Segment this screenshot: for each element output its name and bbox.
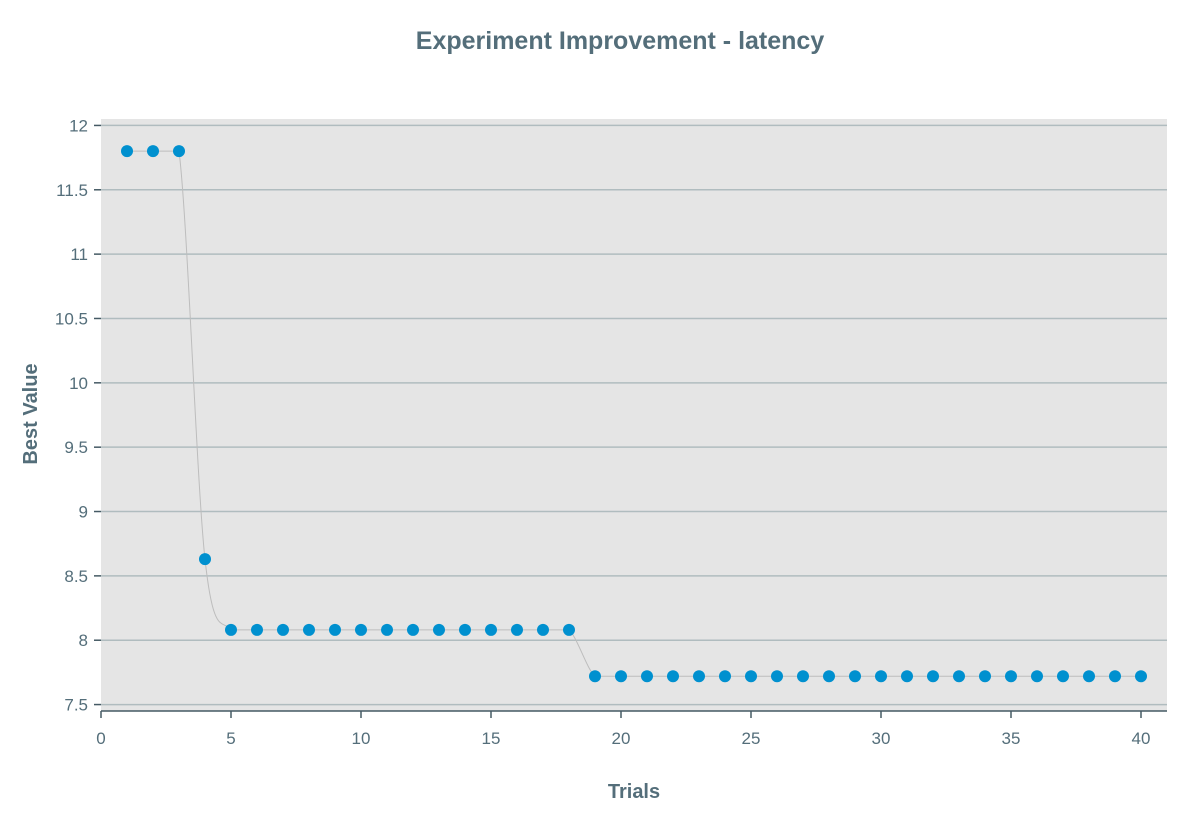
data-point[interactable] (667, 670, 679, 683)
data-point[interactable] (927, 670, 939, 683)
y-tick-label: 9.5 (64, 438, 88, 457)
y-tick-label: 7.5 (64, 696, 88, 715)
y-tick-label: 9 (79, 503, 88, 522)
data-point[interactable] (771, 670, 783, 683)
x-tick-label: 25 (742, 729, 761, 748)
data-point[interactable] (719, 670, 731, 683)
data-point[interactable] (511, 623, 523, 636)
data-point[interactable] (251, 623, 263, 636)
data-point[interactable] (1005, 670, 1017, 683)
y-tick-label: 8 (79, 631, 88, 650)
data-point[interactable] (849, 670, 861, 683)
data-point[interactable] (121, 145, 133, 158)
x-tick-label: 20 (612, 729, 631, 748)
data-point[interactable] (433, 623, 445, 636)
data-point[interactable] (615, 670, 627, 683)
x-tick-label: 35 (1002, 729, 1021, 748)
y-tick-label: 11.5 (56, 181, 88, 200)
data-point[interactable] (1109, 670, 1121, 683)
data-point[interactable] (459, 623, 471, 636)
data-point[interactable] (381, 623, 393, 636)
x-axis-label: Trials (608, 781, 660, 803)
data-point[interactable] (797, 670, 809, 683)
chart-title: Experiment Improvement - latency (416, 27, 825, 55)
y-tick-label: 10.5 (55, 309, 88, 328)
gridlines (101, 124, 1167, 706)
data-point[interactable] (407, 623, 419, 636)
data-point[interactable] (979, 670, 991, 683)
data-point[interactable] (641, 670, 653, 683)
plot-area (101, 119, 1167, 711)
x-tick-label: 15 (482, 729, 501, 748)
x-tick-label: 0 (96, 729, 105, 748)
data-point[interactable] (563, 623, 575, 636)
series-group (121, 145, 1147, 683)
x-tick-label: 5 (226, 729, 235, 748)
data-point[interactable] (329, 623, 341, 636)
x-tick-label: 10 (352, 729, 371, 748)
data-point[interactable] (1083, 670, 1095, 683)
x-tick-label: 30 (872, 729, 891, 748)
data-point[interactable] (901, 670, 913, 683)
x-tick-label: 40 (1132, 729, 1151, 748)
data-point[interactable] (1135, 670, 1147, 683)
data-point[interactable] (953, 670, 965, 683)
data-point[interactable] (1031, 670, 1043, 683)
data-point[interactable] (589, 670, 601, 683)
y-tick-label: 8.5 (64, 567, 88, 586)
data-point[interactable] (303, 623, 315, 636)
data-point[interactable] (693, 670, 705, 683)
data-point[interactable] (537, 623, 549, 636)
data-point[interactable] (875, 670, 887, 683)
axes: 7.5 8 8.5 9 9.5 10 10.5 11 11.5 12 0 5 10 15 20 25 30 35 4… (55, 116, 1167, 748)
data-point[interactable] (147, 145, 159, 158)
y-tick-label: 12 (69, 116, 88, 135)
y-tick-label: 11 (70, 245, 88, 264)
data-point[interactable] (199, 553, 211, 566)
y-tick-label: 10 (69, 374, 88, 393)
data-point[interactable] (1057, 670, 1069, 683)
data-point[interactable] (173, 145, 185, 158)
data-point[interactable] (277, 623, 289, 636)
data-point[interactable] (225, 623, 237, 636)
y-axis-label: Best Value (20, 363, 42, 464)
data-point[interactable] (823, 670, 835, 683)
data-point[interactable] (485, 623, 497, 636)
data-point[interactable] (355, 623, 367, 636)
data-point[interactable] (745, 670, 757, 683)
